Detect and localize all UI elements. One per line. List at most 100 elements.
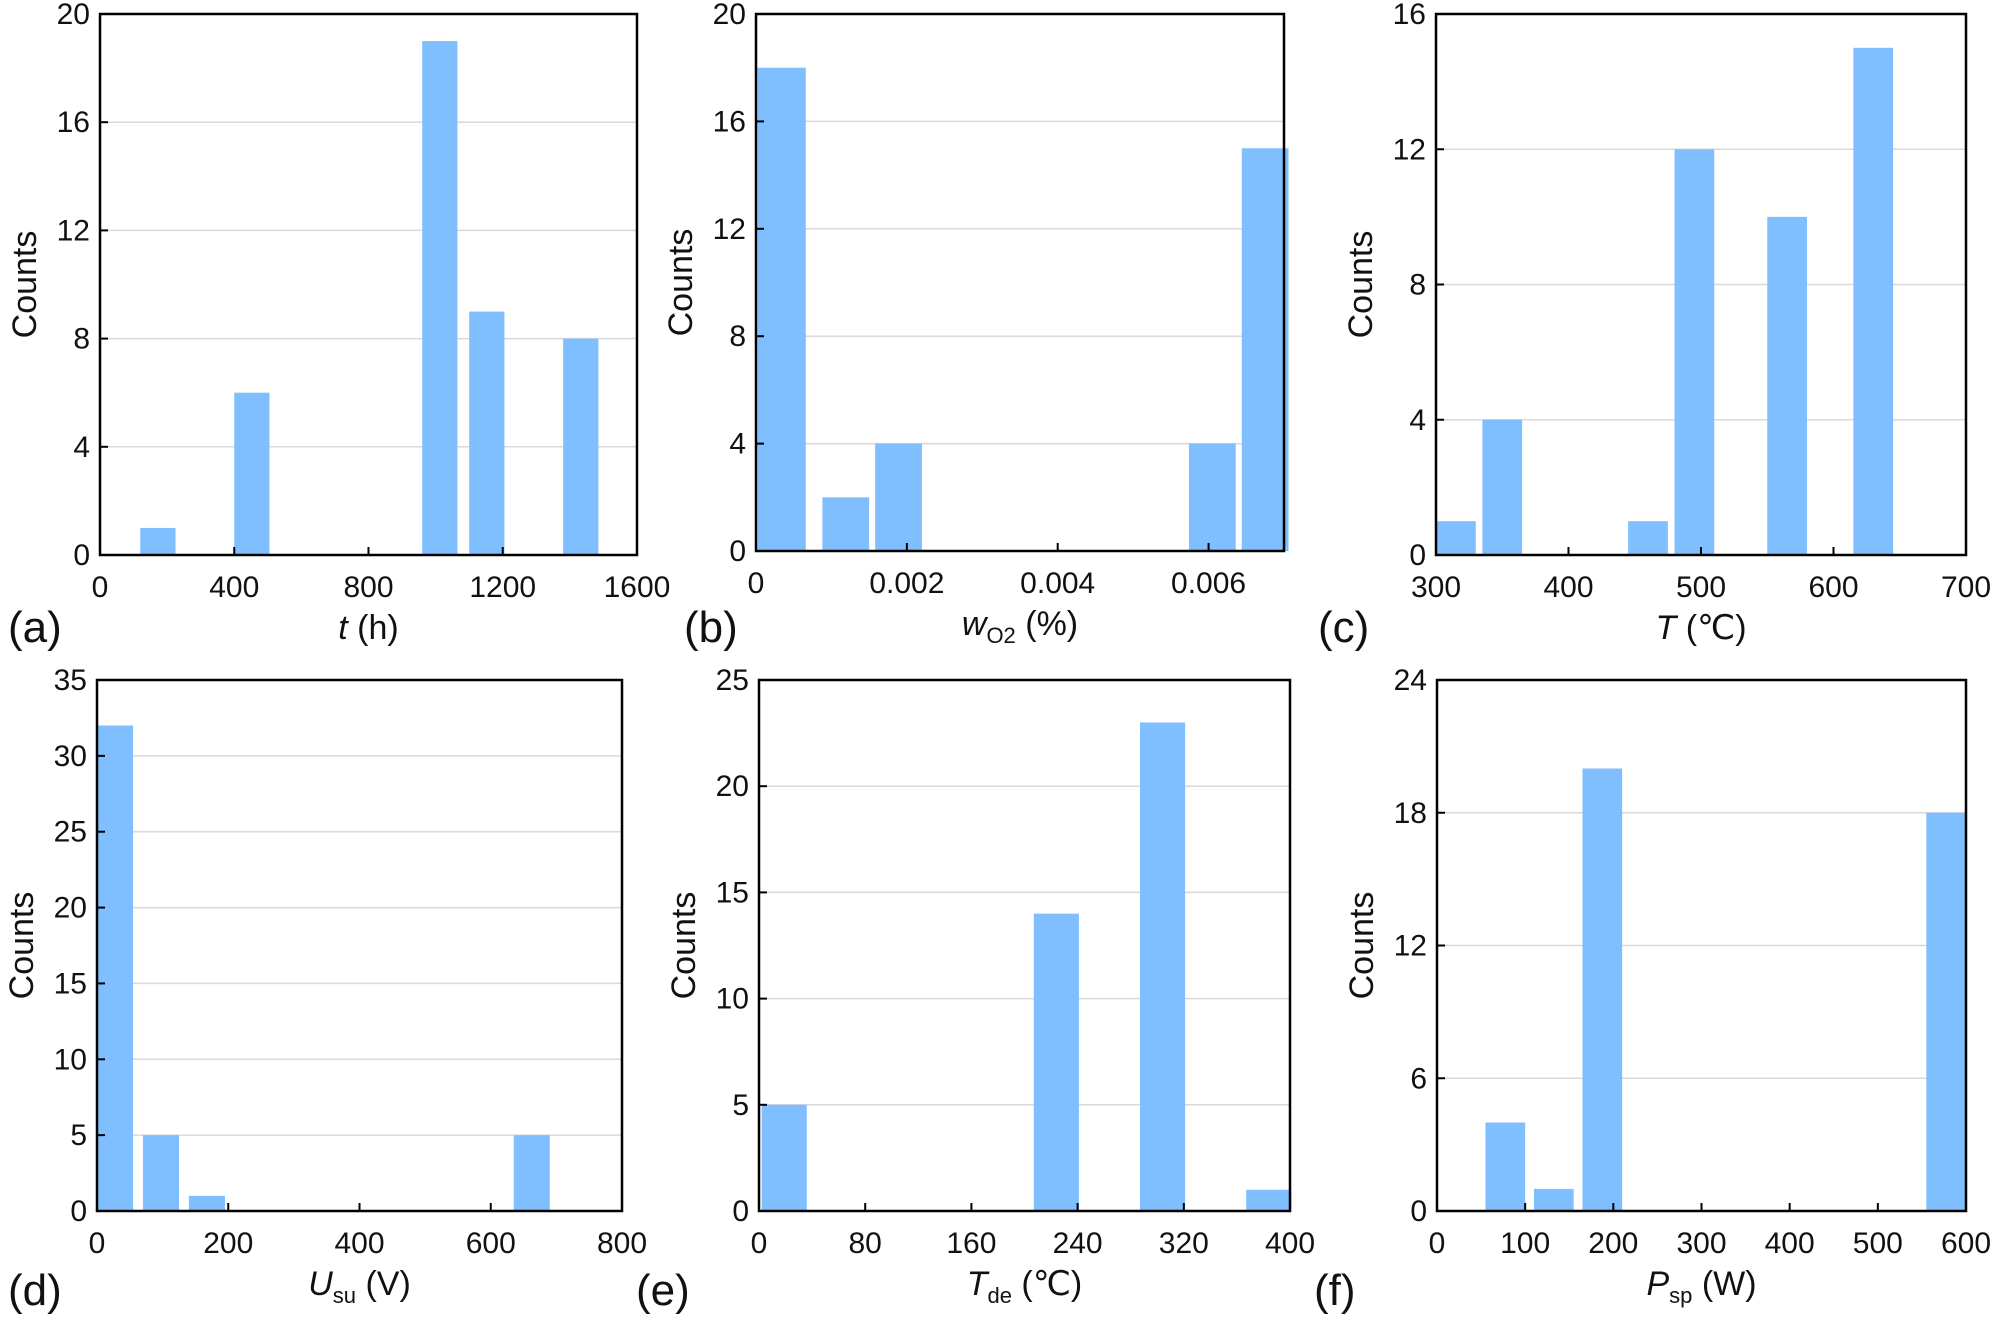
- y-tick-label-c-1: 4: [1409, 404, 1426, 437]
- chart-panel-d: 0 200 400 600 800 0 5 10 15 20 25 30 35 Counts Usu (V)…: [3, 664, 647, 1315]
- axes-frame-e: [757, 678, 1292, 1213]
- axes-frame-d: [95, 678, 624, 1213]
- y-tick-label-a-2: 8: [73, 323, 90, 356]
- bar-a-4: [563, 338, 599, 555]
- x-tick-label-a-0: 0: [92, 571, 109, 604]
- y-tick-label-f-2: 12: [1394, 930, 1427, 963]
- y-tick-label-b-3: 12: [713, 213, 746, 246]
- x-tick-label-d-2: 400: [334, 1227, 384, 1260]
- y-tick-label-d-1: 5: [70, 1119, 87, 1152]
- y-tick-label-d-5: 25: [54, 816, 87, 849]
- panel-label-a: (a): [8, 603, 62, 652]
- x-tick-label-f-6: 600: [1941, 1227, 1991, 1260]
- x-tick-label-f-1: 100: [1500, 1227, 1550, 1260]
- y-axis-label-d: Counts: [3, 892, 41, 1000]
- y-tick-label-f-1: 6: [1410, 1062, 1427, 1095]
- x-tick-label-c-4: 700: [1941, 571, 1991, 604]
- y-tick-label-f-3: 18: [1394, 797, 1427, 830]
- x-axis-label-e: Tde (℃): [967, 1265, 1083, 1308]
- bar-f-3: [1926, 812, 1966, 1211]
- x-axis-label-part-b-1: O2: [986, 623, 1015, 648]
- x-axis-label-part-d-0: U: [308, 1265, 333, 1303]
- y-tick-label-e-0: 0: [732, 1195, 749, 1228]
- x-tick-label-f-5: 500: [1853, 1227, 1903, 1260]
- x-tick-label-a-1: 400: [209, 571, 259, 604]
- bar-f-0: [1485, 1122, 1526, 1211]
- bar-e-3: [1246, 1189, 1292, 1211]
- chart-panel-a: 0 400 800 1200 1600 0 4 8 12 16 20 Counts t (h) (a): [6, 0, 670, 652]
- axes-frame-b: [754, 12, 1286, 553]
- y-axis-label-b: Counts: [662, 229, 700, 337]
- bar-c-2: [1628, 521, 1668, 555]
- y-tick-label-d-2: 10: [54, 1043, 87, 1076]
- x-tick-label-c-1: 400: [1543, 571, 1593, 604]
- x-axis-label-part-e-1: de: [988, 1283, 1012, 1308]
- x-axis-label-part-d-1: su: [333, 1283, 356, 1308]
- x-axis-label-part-b-2: (%): [1016, 605, 1078, 643]
- y-tick-label-b-2: 8: [729, 320, 746, 353]
- y-tick-label-c-2: 8: [1409, 269, 1426, 302]
- bar-b-1: [822, 497, 870, 551]
- x-axis-label-part-f-0: P: [1646, 1265, 1669, 1303]
- y-tick-label-d-6: 30: [54, 740, 87, 773]
- bar-e-0: [761, 1104, 807, 1211]
- x-axis-label-part-c-0: T: [1655, 609, 1678, 647]
- x-tick-label-e-5: 400: [1265, 1227, 1315, 1260]
- x-tick-label-d-0: 0: [89, 1227, 106, 1260]
- x-axis-label-part-b-0: w: [962, 605, 989, 643]
- bar-d-2: [188, 1195, 225, 1211]
- bar-a-3: [469, 311, 505, 555]
- x-axis-label-d: Usu (V): [308, 1265, 411, 1308]
- x-axis-label-part-e-2: (℃): [1012, 1265, 1082, 1303]
- y-axis-label-c: Counts: [1342, 231, 1380, 339]
- x-tick-label-a-2: 800: [343, 571, 393, 604]
- panel-label-d: (d): [8, 1266, 62, 1315]
- y-tick-label-b-1: 4: [729, 428, 746, 461]
- y-tick-label-d-0: 0: [70, 1195, 87, 1228]
- x-tick-label-e-0: 0: [751, 1227, 768, 1260]
- y-tick-label-e-5: 25: [716, 664, 749, 697]
- x-axis-label-part-c-1: (℃): [1676, 609, 1746, 647]
- x-axis-label-part-f-1: sp: [1669, 1283, 1692, 1308]
- chart-panel-c: 300 400 500 600 700 0 4 8 12 16 Counts T (℃) (c): [1318, 0, 1991, 652]
- y-tick-label-d-4: 20: [54, 892, 87, 925]
- x-tick-label-d-1: 200: [203, 1227, 253, 1260]
- x-tick-label-c-2: 500: [1676, 571, 1726, 604]
- x-axis-label-f: Psp (W): [1646, 1265, 1756, 1308]
- bar-b-2: [875, 443, 922, 551]
- bar-d-3: [513, 1135, 550, 1211]
- x-axis-label-c: T (℃): [1655, 609, 1746, 647]
- x-axis-label-part-a-0: t: [338, 609, 349, 647]
- axes-frame-a: [98, 12, 639, 557]
- chart-panel-f: 0 100 200 300 400 500 600 0 6 12 18 24 Counts Psp (W)…: [1314, 664, 1991, 1315]
- bar-e-2: [1139, 722, 1186, 1211]
- x-tick-label-d-4: 800: [597, 1227, 647, 1260]
- bar-f-2: [1582, 768, 1623, 1211]
- x-tick-label-f-2: 200: [1588, 1227, 1638, 1260]
- y-tick-label-b-0: 0: [729, 535, 746, 568]
- y-tick-label-a-3: 12: [57, 214, 90, 247]
- x-tick-label-b-1: 0.002: [869, 567, 944, 600]
- x-tick-label-b-2: 0.004: [1020, 567, 1095, 600]
- x-tick-label-c-3: 600: [1808, 571, 1858, 604]
- bar-a-2: [422, 41, 458, 556]
- x-tick-label-a-4: 1600: [604, 571, 671, 604]
- panel-label-e: (e): [636, 1266, 690, 1315]
- x-axis-label-part-e-0: T: [967, 1265, 990, 1303]
- x-tick-label-f-3: 300: [1676, 1227, 1726, 1260]
- y-tick-label-a-4: 16: [57, 106, 90, 139]
- bar-b-4: [1241, 148, 1289, 551]
- x-tick-label-d-3: 600: [466, 1227, 516, 1260]
- x-tick-label-e-3: 240: [1053, 1227, 1103, 1260]
- y-tick-label-b-4: 16: [713, 105, 746, 138]
- x-axis-label-part-d-2: (V): [356, 1265, 411, 1303]
- y-tick-label-c-3: 12: [1393, 133, 1426, 166]
- y-tick-label-e-2: 10: [716, 983, 749, 1016]
- bar-c-4: [1767, 216, 1807, 555]
- y-axis-label-f: Counts: [1343, 892, 1381, 1000]
- x-axis-label-part-f-2: (W): [1692, 1265, 1756, 1303]
- y-tick-label-b-5: 20: [713, 0, 746, 31]
- y-axis-label-a: Counts: [6, 231, 44, 339]
- y-tick-label-f-0: 0: [1410, 1195, 1427, 1228]
